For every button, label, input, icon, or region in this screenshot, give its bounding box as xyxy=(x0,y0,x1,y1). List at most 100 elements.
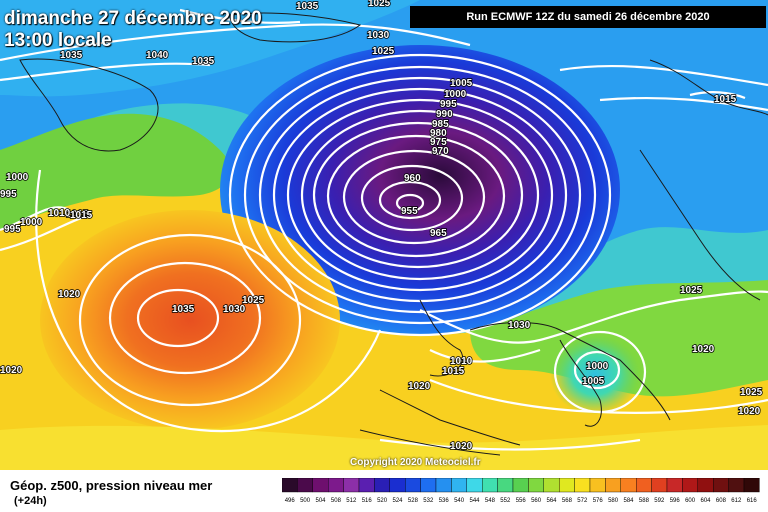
time-label: 13:00 locale xyxy=(4,30,112,51)
legend-swatch xyxy=(451,478,467,493)
isobar-label: 1000 xyxy=(586,361,609,372)
legend-swatch xyxy=(574,478,591,493)
legend-tick-label: 612 xyxy=(731,498,742,504)
run-info-box: Run ECMWF 12Z du samedi 26 décembre 2020 xyxy=(410,6,766,28)
legend-tick-label: 592 xyxy=(654,498,665,504)
run-label: Run ECMWF 12Z du samedi 26 décembre 2020 xyxy=(466,11,710,23)
legend-tick-label: 536 xyxy=(439,498,450,504)
isobar-label: 1005 xyxy=(582,376,605,387)
date-label: dimanche 27 décembre 2020 xyxy=(4,8,262,29)
legend-tick-label: 564 xyxy=(546,498,557,504)
legend-tick-label: 604 xyxy=(700,498,711,504)
isobar-label: 1020 xyxy=(408,381,431,392)
legend-swatch xyxy=(728,478,745,493)
color-scale-legend: 496 500 504 508 512 516 520 524 528 532 536 540 544 5… xyxy=(282,478,760,504)
legend-tick-label: 560 xyxy=(531,498,542,504)
legend-swatch xyxy=(605,478,621,493)
legend-swatch xyxy=(682,478,698,493)
isobar-label: 980 xyxy=(430,128,447,139)
legend-swatch xyxy=(528,478,544,493)
legend-tick-label: 600 xyxy=(685,498,696,504)
forecast-map: 1035 1035 1040 1035 1030 1025 1005 1000 … xyxy=(0,0,768,470)
isobar-label: 1010 xyxy=(48,208,71,219)
coastlines xyxy=(19,12,768,456)
legend-swatch xyxy=(328,478,344,493)
legend-tick-label: 588 xyxy=(639,498,650,504)
isobar-label: 1035 xyxy=(296,1,319,12)
legend-tick-label: 544 xyxy=(469,498,480,504)
field-green-west xyxy=(0,113,231,230)
isobar-lines xyxy=(0,8,768,451)
legend-swatch xyxy=(713,478,729,493)
legend-tick-label: 508 xyxy=(331,498,342,504)
isobar-label: 975 xyxy=(430,137,447,148)
isobar-label: 1020 xyxy=(692,344,715,355)
high-pressure-core xyxy=(40,210,340,430)
isobar-label: 1025 xyxy=(680,285,703,296)
isobar-label: 1030 xyxy=(508,320,531,331)
legend-swatch xyxy=(312,478,329,493)
legend-tick-label: 608 xyxy=(716,498,727,504)
isobar-label: 1030 xyxy=(223,304,246,315)
legend-tick-label: 524 xyxy=(392,498,403,504)
isobar-label: 1035 xyxy=(192,56,215,67)
legend-tick-label: 528 xyxy=(408,498,419,504)
legend-swatch xyxy=(420,478,437,493)
isobar-label: 1015 xyxy=(66,209,89,220)
isobar-label: 1015 xyxy=(714,94,737,105)
legend-swatch xyxy=(389,478,406,493)
legend-swatch xyxy=(297,478,313,493)
isobar-label: 955 xyxy=(401,206,418,217)
legend-swatch xyxy=(435,478,452,493)
legend-swatch xyxy=(358,478,375,493)
legend-swatch xyxy=(666,478,683,493)
legend-swatch xyxy=(651,478,668,493)
footer-title: Géop. z500, pression niveau mer xyxy=(10,478,213,493)
isobar-label: 985 xyxy=(432,119,449,130)
field-green-east xyxy=(470,280,768,397)
legend-tick-label: 520 xyxy=(377,498,388,504)
isobar-label: 1035 xyxy=(172,304,195,315)
legend-swatch xyxy=(559,478,575,493)
isobar-label: 1030 xyxy=(367,30,390,41)
legend-tick-label: 568 xyxy=(562,498,573,504)
isobar-label: 1020 xyxy=(0,365,23,376)
legend-swatch xyxy=(404,478,421,493)
isobar-label: 1025 xyxy=(740,387,763,398)
med-low xyxy=(550,335,640,415)
legend-swatch xyxy=(481,478,498,493)
isobar-label: 1025 xyxy=(242,295,265,306)
isobar-label: 995 xyxy=(4,224,21,235)
isobar-label: 1000 xyxy=(20,217,43,228)
legend-swatch xyxy=(589,478,606,493)
legend-swatch xyxy=(512,478,529,493)
isobar-label: 965 xyxy=(430,228,447,239)
isobar-label: 995 xyxy=(0,189,17,200)
isobar-label: 1005 xyxy=(450,78,473,89)
legend-tick-label: 532 xyxy=(423,498,434,504)
legend-tick-label: 584 xyxy=(623,498,634,504)
isobar-label: 970 xyxy=(432,146,449,157)
field-south xyxy=(0,425,768,470)
legend-tick-label: 616 xyxy=(747,498,758,504)
legend-tick-label: 516 xyxy=(362,498,373,504)
legend-swatch xyxy=(636,478,652,493)
footer-subtitle: (+24h) xyxy=(14,495,47,507)
legend-swatch xyxy=(343,478,360,493)
isobar-label: 1000 xyxy=(444,89,467,100)
legend-swatch xyxy=(543,478,560,493)
isobar-label: 1010 xyxy=(450,356,473,367)
legend-tick-label: 552 xyxy=(500,498,511,504)
isobar-labels: 1035 1035 1040 1035 1030 1025 1005 1000 … xyxy=(0,0,763,453)
legend-swatch xyxy=(374,478,391,493)
isobar-label: 995 xyxy=(440,99,457,110)
legend-tick-label: 576 xyxy=(593,498,604,504)
legend-tick-label: 540 xyxy=(454,498,465,504)
isobar-label: 1035 xyxy=(60,50,83,61)
isobar-label: 960 xyxy=(404,173,421,184)
isobar-label: 1025 xyxy=(372,46,395,57)
isobar-label: 1020 xyxy=(450,441,473,452)
legend-tick-label: 556 xyxy=(516,498,527,504)
legend-swatch xyxy=(620,478,637,493)
